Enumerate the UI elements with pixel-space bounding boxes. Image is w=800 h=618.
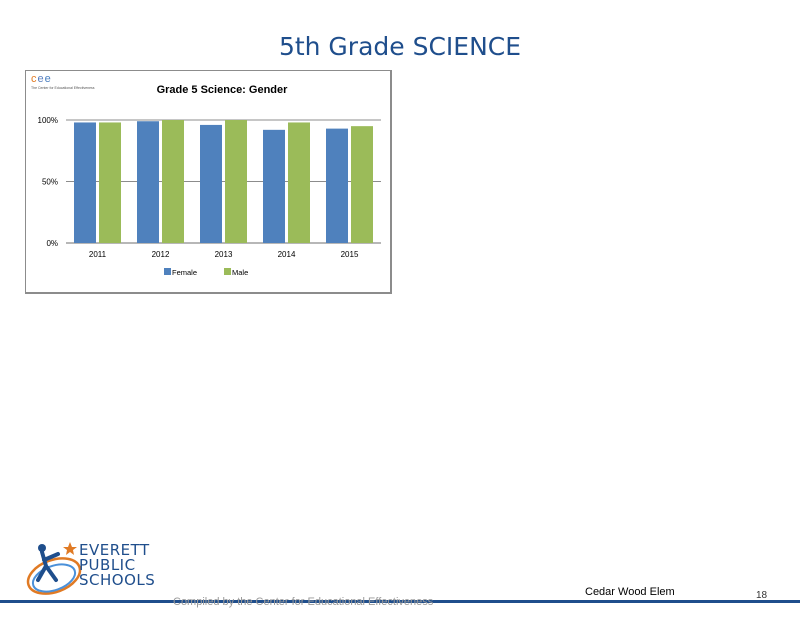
footer-credit: Compiled by the Center for Educational E… [173,596,434,608]
district-logo-emblem [26,542,82,595]
legend-swatch-male [224,268,231,275]
bar-female-2012 [137,121,159,243]
cee-letter-e2: e [44,73,52,85]
bar-female-2011 [74,122,96,243]
x-tick-label: 2013 [215,250,233,259]
x-tick-label: 2012 [152,250,170,259]
legend-label-male: Male [232,268,248,277]
cee-logo-tagline: The Center for Educational Effectiveness [31,86,95,90]
slide-title: 5th Grade SCIENCE [278,32,522,61]
page-number: 18 [756,590,768,601]
x-tick-label: 2014 [278,250,296,259]
x-tick-label: 2011 [89,250,107,259]
cee-letter-e1: e [37,73,45,85]
bar-male-2015 [351,126,373,243]
cee-logo: cee The Center for Educational Effective… [31,73,101,95]
bar-male-2012 [162,120,184,243]
y-tick-label: 50% [42,178,58,187]
bar-male-2013 [225,120,247,243]
bar-chart: Grade 5 Science: Gender 0% 50% 100% 2011 2012… [38,84,381,277]
district-logo-line-1: EVERETT [79,541,150,559]
bar-female-2013 [200,124,222,243]
legend-swatch-female [164,268,171,275]
district-logo-text: EVERETT PUBLIC SCHOOLS [79,543,155,588]
y-tick-label: 0% [46,239,58,248]
footer-school-name: Cedar Wood Elem [585,586,675,598]
y-tick-label: 100% [38,116,58,125]
district-logo-line-2: PUBLIC [79,556,136,574]
legend-label-female: Female [172,268,197,277]
bar-female-2014 [263,129,285,243]
bar-male-2014 [288,122,310,243]
district-logo-line-3: SCHOOLS [79,571,156,589]
bar-female-2015 [326,128,348,243]
cee-logo-letters: cee [31,73,101,85]
cee-letter-c: c [31,73,38,85]
chart-frame: Grade 5 Science: Gender 0% 50% 100% 2011 2012… [25,70,392,294]
chart-title: Grade 5 Science: Gender [157,84,289,96]
bar-male-2011 [99,122,121,243]
footer-rule [0,600,800,603]
x-tick-label: 2015 [341,250,359,259]
